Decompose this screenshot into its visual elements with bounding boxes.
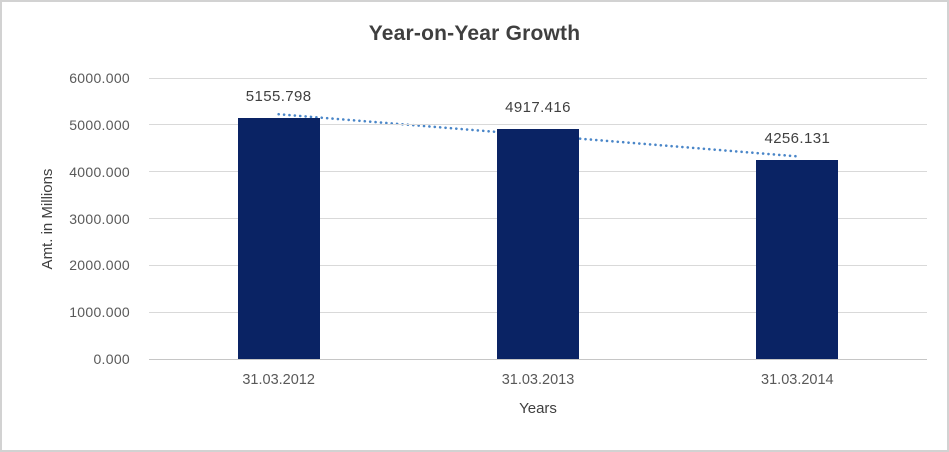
bar [756, 159, 839, 359]
x-axis-tick-label: 31.03.2014 [761, 372, 834, 388]
bar [497, 128, 579, 359]
bar [237, 117, 320, 359]
y-axis-tick-label: 3000.000 [69, 210, 130, 227]
y-axis-tick-label: 4000.000 [69, 163, 130, 180]
y-axis-tick-label: 6000.000 [69, 70, 130, 86]
x-axis-tick-label: 31.03.2012 [242, 372, 315, 388]
data-label: 4256.131 [764, 129, 831, 147]
y-axis-tick-label: 0.000 [93, 351, 130, 367]
gridline [149, 358, 927, 360]
chart-title: Year-on-Year Growth [368, 22, 581, 45]
data-label: 5155.798 [245, 87, 312, 105]
x-axis-title: Years [519, 400, 557, 417]
x-axis-tick-label: 31.03.2013 [501, 372, 575, 388]
y-axis-tick-label: 2000.000 [69, 257, 130, 274]
gridline [149, 77, 927, 79]
y-axis-tick-label: 1000.000 [69, 304, 130, 321]
data-label: 4917.416 [505, 98, 571, 116]
gridline [149, 124, 927, 126]
y-axis-tick-label: 5000.000 [69, 116, 130, 133]
